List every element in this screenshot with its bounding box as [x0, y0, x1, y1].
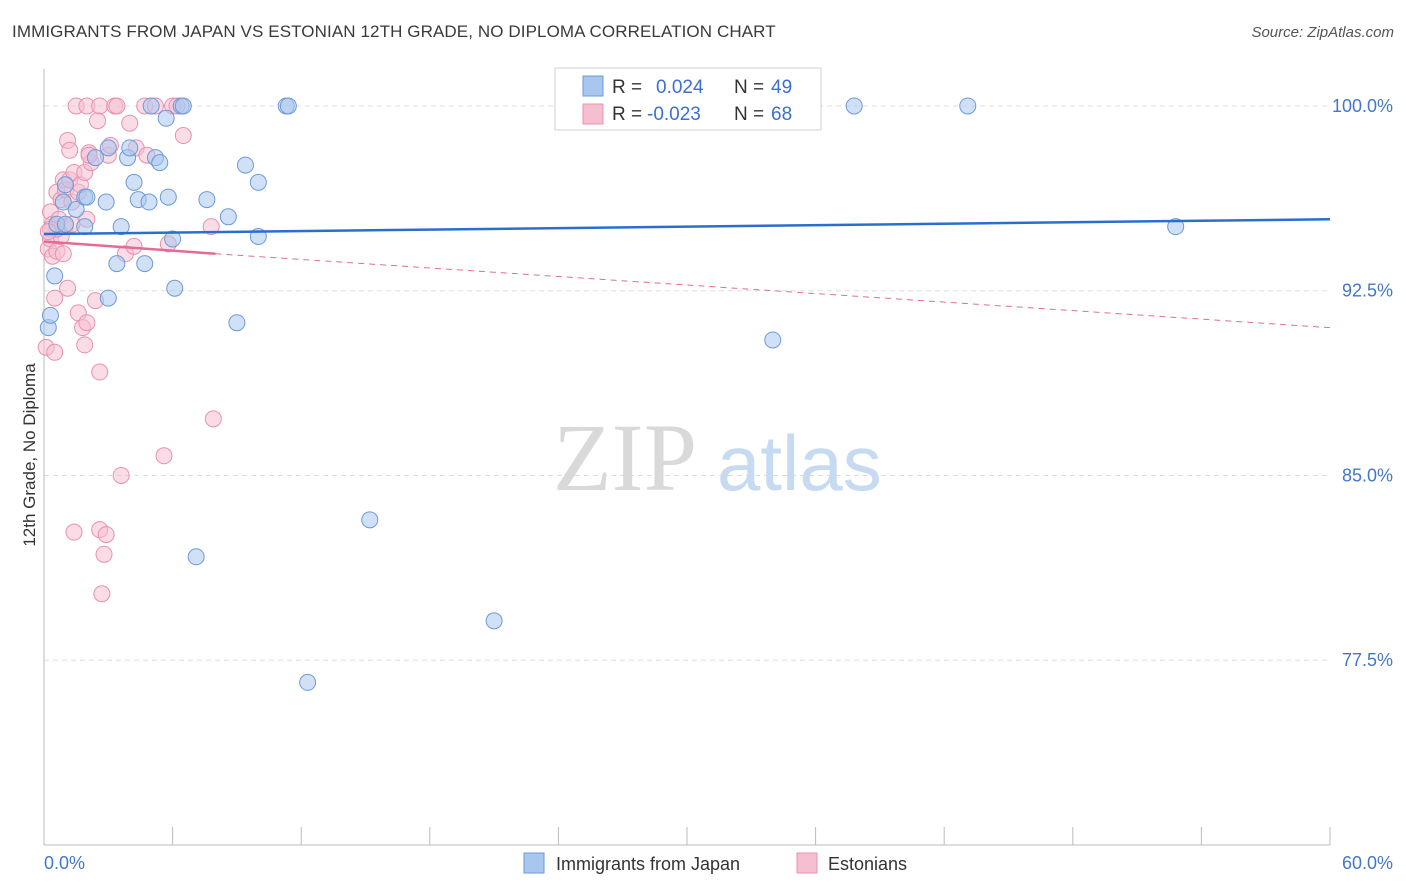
legend-swatch-pink [582, 103, 604, 125]
x-tick-label-max: 60.0% [1342, 853, 1393, 873]
japan-points [39, 97, 1185, 691]
japan-point [99, 289, 117, 307]
japan-point [219, 208, 237, 226]
estonians-point [97, 526, 115, 544]
japan-point [41, 306, 59, 324]
watermark-zip: ZIP [553, 404, 697, 511]
japan-point [485, 612, 503, 630]
japan-point [97, 193, 115, 211]
y-tick-label: 85.0% [1342, 465, 1393, 485]
legend-swatch-blue [582, 75, 604, 97]
japan-point [99, 139, 117, 157]
series-legend: Immigrants from Japan Estonians [523, 852, 907, 874]
estonians-point [61, 141, 79, 159]
japan-point [78, 188, 96, 206]
japan-point [198, 191, 216, 209]
source-label: Source: ZipAtlas.com [1251, 24, 1394, 41]
japan-point [159, 188, 177, 206]
japan-point [56, 215, 74, 233]
y-tick-label: 77.5% [1342, 650, 1393, 670]
estonians-point [65, 523, 83, 541]
japan-point [764, 331, 782, 349]
x-tick-label-min: 0.0% [44, 853, 85, 873]
legend-r-label-1: R = [612, 77, 642, 98]
estonians-point [54, 245, 72, 263]
estonians-point [59, 279, 77, 297]
estonians-point [95, 545, 113, 563]
legend-n-value-2: 68 [771, 104, 792, 125]
japan-point [108, 255, 126, 273]
japan-point [845, 97, 863, 115]
estonians-point [91, 363, 109, 381]
gridlines [44, 105, 1330, 661]
watermark: ZIP atlas [553, 404, 882, 511]
japan-point [361, 511, 379, 529]
axes [43, 69, 1331, 846]
japan-point [1167, 218, 1185, 236]
legend-n-value-1: 49 [771, 77, 792, 98]
japan-point [299, 673, 317, 691]
tick-labels: 77.5% 85.0% 92.5% 100.0% 0.0% 60.0% [44, 96, 1393, 873]
japan-point [46, 267, 64, 285]
estonians-trend-line [43, 240, 216, 256]
estonians-point [174, 127, 192, 145]
legend-r-value-2: -0.023 [647, 104, 701, 125]
japan-point [187, 548, 205, 566]
japan-point [136, 255, 154, 273]
japan-point [228, 314, 246, 332]
estonians-point [78, 314, 96, 332]
estonians-point [155, 447, 173, 465]
estonians-point [204, 410, 222, 428]
estonians-point [108, 97, 126, 115]
japan-point [125, 173, 143, 191]
japan-point [67, 200, 85, 218]
japan-point [112, 218, 130, 236]
estonians-point [89, 112, 107, 130]
japan-point [86, 149, 104, 167]
series-swatch-japan [523, 852, 545, 874]
estonians-point [202, 218, 220, 236]
estonians-points [37, 97, 222, 603]
legend-r-label-2: R = [612, 104, 642, 125]
estonians-point [46, 343, 64, 361]
japan-trend-line [43, 218, 1331, 236]
estonians-point [112, 466, 130, 484]
estonians-point [91, 97, 109, 115]
chart-title: IMMIGRANTS FROM JAPAN VS ESTONIAN 12TH G… [12, 22, 776, 41]
legend-n-label-1: N = [734, 77, 764, 98]
series-label-japan: Immigrants from Japan [556, 854, 740, 874]
japan-point [157, 109, 175, 127]
japan-point [959, 97, 977, 115]
legend-r-value-1: 0.024 [656, 77, 704, 98]
japan-point [56, 176, 74, 194]
watermark-atlas: atlas [717, 419, 882, 507]
series-label-estonians: Estonians [828, 854, 907, 874]
japan-point [164, 230, 182, 248]
japan-point [174, 97, 192, 115]
japan-point [249, 173, 267, 191]
estonians-point [46, 289, 64, 307]
trend-lines [43, 218, 1331, 329]
estonians-point [76, 336, 94, 354]
japan-point [76, 218, 94, 236]
japan-point [166, 279, 184, 297]
y-tick-label: 100.0% [1332, 96, 1393, 116]
y-axis-label: 12th Grade, No Diploma [20, 363, 39, 547]
japan-point [142, 97, 160, 115]
japan-point [279, 97, 297, 115]
japan-point [54, 193, 72, 211]
estonians-point [121, 114, 139, 132]
estonians-point [93, 585, 111, 603]
japan-point [151, 154, 169, 172]
legend-n-label-2: N = [734, 104, 764, 125]
y-tick-label: 92.5% [1342, 281, 1393, 301]
japan-point [140, 193, 158, 211]
japan-point [121, 139, 139, 157]
japan-point [236, 156, 254, 174]
series-swatch-estonians [796, 852, 818, 874]
stats-legend: R = 0.024 N = 49 R = -0.023 N = 68 [554, 67, 822, 131]
